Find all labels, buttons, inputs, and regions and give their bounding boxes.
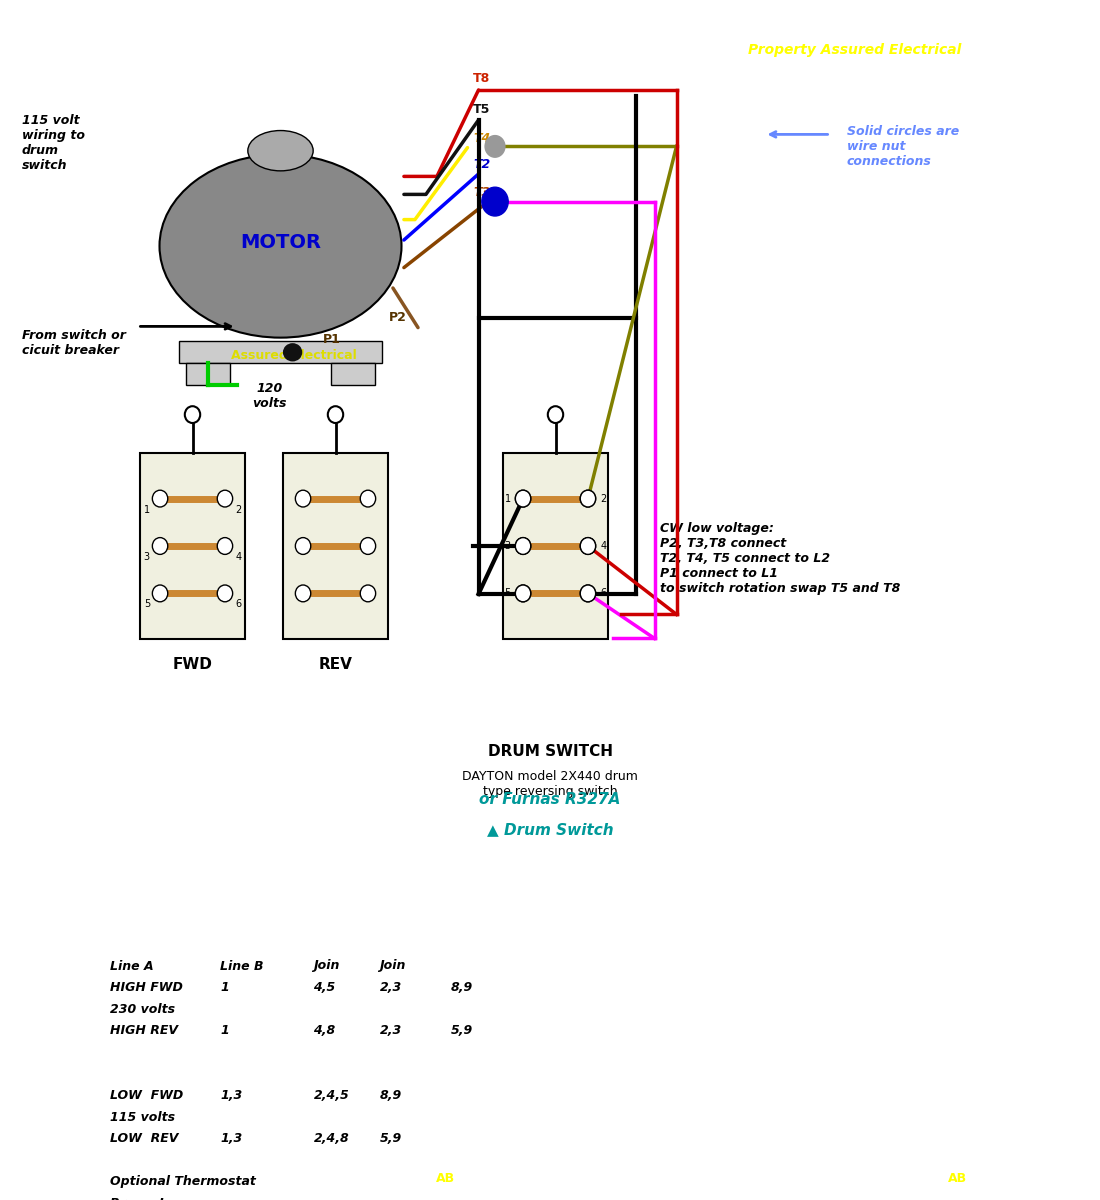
- Ellipse shape: [160, 155, 402, 337]
- Circle shape: [515, 538, 531, 554]
- Text: MOTOR: MOTOR: [240, 233, 321, 252]
- Text: Optional Thermostat: Optional Thermostat: [110, 1176, 256, 1188]
- Text: FWD: FWD: [173, 658, 212, 672]
- Circle shape: [580, 490, 596, 506]
- Circle shape: [218, 538, 233, 554]
- Text: Join: Join: [314, 960, 340, 972]
- Text: 6: 6: [235, 599, 241, 610]
- Circle shape: [361, 584, 376, 601]
- Circle shape: [515, 538, 531, 554]
- Text: 5: 5: [144, 599, 150, 610]
- Text: 8,9: 8,9: [379, 1090, 401, 1102]
- Ellipse shape: [248, 131, 314, 170]
- Circle shape: [580, 584, 596, 601]
- Text: From switch or
cicuit breaker: From switch or cicuit breaker: [22, 329, 125, 356]
- Text: 4,8: 4,8: [314, 1025, 336, 1037]
- FancyBboxPatch shape: [284, 452, 388, 638]
- Circle shape: [548, 406, 563, 422]
- Text: 1: 1: [220, 1025, 229, 1037]
- Text: Solid circles are
wire nut
connections: Solid circles are wire nut connections: [847, 125, 959, 168]
- Text: 1: 1: [144, 504, 150, 515]
- Text: 5,9: 5,9: [451, 1025, 473, 1037]
- Text: P1: P1: [323, 334, 341, 346]
- Circle shape: [515, 490, 531, 506]
- Text: 6: 6: [601, 588, 606, 599]
- Text: 3: 3: [144, 552, 150, 562]
- Text: T5: T5: [473, 103, 491, 115]
- Text: 4: 4: [235, 552, 241, 562]
- Circle shape: [328, 406, 343, 422]
- Text: Line A: Line A: [110, 960, 154, 972]
- Text: Brown J: Brown J: [110, 1198, 164, 1200]
- Text: ▲ Drum Switch: ▲ Drum Switch: [486, 822, 614, 838]
- Text: 5,9: 5,9: [379, 1133, 401, 1145]
- Text: 1: 1: [220, 982, 229, 994]
- Text: 4,5: 4,5: [314, 982, 336, 994]
- Circle shape: [580, 490, 596, 506]
- FancyBboxPatch shape: [504, 452, 607, 638]
- Text: Join: Join: [379, 960, 406, 972]
- Text: 3: 3: [505, 541, 510, 551]
- Text: T3: T3: [473, 186, 491, 198]
- Text: AB: AB: [436, 1172, 455, 1184]
- Text: 2,3: 2,3: [379, 1025, 401, 1037]
- Circle shape: [295, 538, 310, 554]
- Text: Property Assured Electrical: Property Assured Electrical: [748, 43, 961, 58]
- Circle shape: [580, 538, 596, 554]
- Circle shape: [482, 187, 508, 216]
- Text: 2,4,5: 2,4,5: [314, 1090, 350, 1102]
- Circle shape: [580, 584, 596, 601]
- Text: T2: T2: [473, 158, 491, 170]
- Circle shape: [152, 490, 167, 506]
- Text: 2: 2: [601, 493, 606, 504]
- Text: 1: 1: [505, 493, 510, 504]
- Text: 115 volt
wiring to
drum
switch: 115 volt wiring to drum switch: [22, 114, 85, 172]
- Text: LOW  FWD: LOW FWD: [110, 1090, 184, 1102]
- Text: 115 volts: 115 volts: [110, 1111, 175, 1123]
- Text: 120
volts: 120 volts: [252, 382, 287, 409]
- Circle shape: [218, 490, 233, 506]
- Circle shape: [361, 490, 376, 506]
- Text: DAYTON model 2X440 drum
type reversing switch: DAYTON model 2X440 drum type reversing s…: [462, 770, 638, 798]
- Text: P2: P2: [389, 312, 407, 324]
- Ellipse shape: [283, 343, 302, 361]
- Text: CW low voltage:
P2, T3,T8 connect
T2, T4, T5 connect to L2
P1 connect to L1
to s: CW low voltage: P2, T3,T8 connect T2, T4…: [660, 522, 901, 595]
- Circle shape: [295, 490, 310, 506]
- Text: AB: AB: [947, 1172, 967, 1184]
- FancyBboxPatch shape: [179, 341, 382, 364]
- Text: REV: REV: [319, 658, 352, 672]
- FancyBboxPatch shape: [141, 452, 244, 638]
- Text: or Furnas R327A: or Furnas R327A: [480, 792, 620, 806]
- Circle shape: [515, 584, 531, 601]
- Text: 2: 2: [235, 504, 241, 515]
- Circle shape: [515, 584, 531, 601]
- Text: T4: T4: [473, 132, 491, 144]
- Circle shape: [580, 538, 596, 554]
- Text: 1,3: 1,3: [220, 1133, 242, 1145]
- Circle shape: [295, 584, 310, 601]
- Circle shape: [361, 538, 376, 554]
- Circle shape: [152, 584, 167, 601]
- FancyBboxPatch shape: [186, 364, 230, 385]
- Circle shape: [485, 136, 505, 157]
- Text: HIGH FWD: HIGH FWD: [110, 982, 183, 994]
- Text: Line B: Line B: [220, 960, 264, 972]
- Text: DRUM SWITCH: DRUM SWITCH: [487, 744, 613, 758]
- Circle shape: [218, 584, 233, 601]
- Text: 8,9: 8,9: [451, 982, 473, 994]
- FancyBboxPatch shape: [331, 364, 375, 385]
- Text: 1,3: 1,3: [220, 1090, 242, 1102]
- Circle shape: [515, 490, 531, 506]
- Text: T8: T8: [473, 72, 491, 84]
- Text: 230 volts: 230 volts: [110, 1003, 175, 1015]
- Text: 4: 4: [601, 541, 606, 551]
- Circle shape: [185, 406, 200, 422]
- Circle shape: [152, 538, 167, 554]
- Text: HIGH REV: HIGH REV: [110, 1025, 178, 1037]
- Text: 2,4,8: 2,4,8: [314, 1133, 350, 1145]
- Text: 5: 5: [505, 588, 510, 599]
- Text: 2,3: 2,3: [379, 982, 401, 994]
- Text: Assured Electrical: Assured Electrical: [231, 349, 356, 361]
- Text: LOW  REV: LOW REV: [110, 1133, 178, 1145]
